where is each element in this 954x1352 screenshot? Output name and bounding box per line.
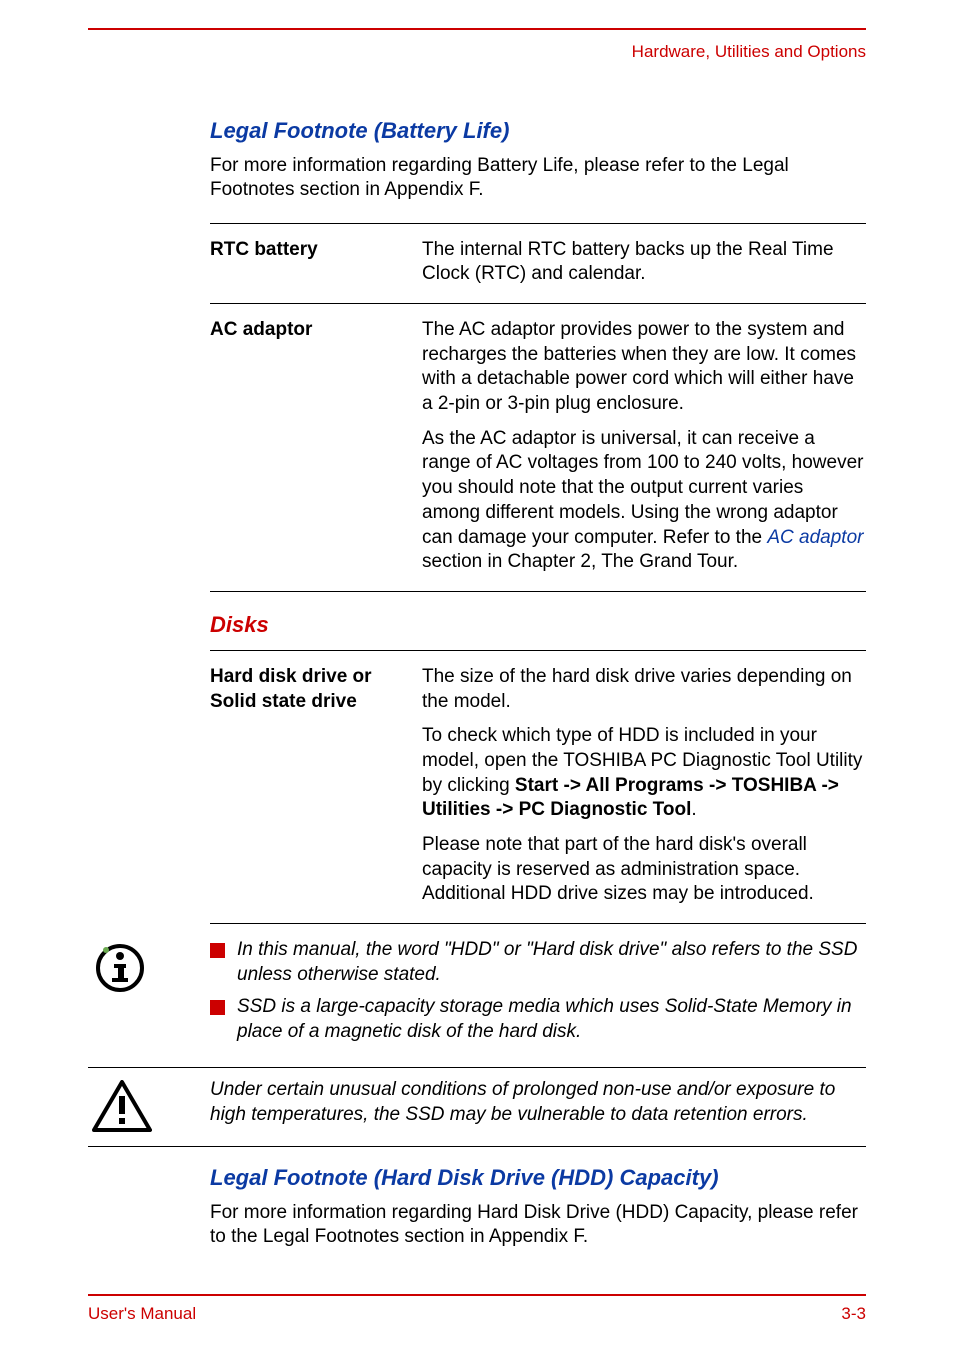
ac-adaptor-para2: As the AC adaptor is universal, it can r…	[422, 427, 866, 575]
warning-text: Under certain unusual conditions of prol…	[210, 1078, 866, 1127]
ac-adaptor-para1: The AC adaptor provides power to the sys…	[422, 318, 866, 417]
row-label-ac-adaptor: AC adaptor	[210, 304, 422, 592]
specs-table-disks: Hard disk drive or Solid state drive The…	[210, 650, 866, 924]
warning-icon	[92, 1080, 152, 1132]
bullet-square-icon	[210, 943, 225, 958]
specs-table-power: RTC battery The internal RTC battery bac…	[210, 223, 866, 592]
info-bullet-1: In this manual, the word "HDD" or "Hard …	[210, 938, 866, 987]
heading-legal-footnote-battery: Legal Footnote (Battery Life)	[210, 118, 866, 144]
link-ac-adaptor[interactable]: AC adaptor	[767, 527, 863, 548]
row-text-ac-adaptor: The AC adaptor provides power to the sys…	[422, 304, 866, 592]
info-note-block: In this manual, the word "HDD" or "Hard …	[88, 938, 866, 1068]
bullet-square-icon	[210, 1000, 225, 1015]
footer-rule	[88, 1294, 866, 1296]
page-footer: User's Manual 3-3	[88, 1294, 866, 1324]
heading-disks: Disks	[210, 612, 866, 638]
hdd-para3: Please note that part of the hard disk's…	[422, 833, 866, 907]
footer-left: User's Manual	[88, 1304, 196, 1324]
warning-note-block: Under certain unusual conditions of prol…	[88, 1078, 866, 1147]
hdd-para2: To check which type of HDD is included i…	[422, 724, 866, 823]
info-bullet-2: SSD is a large-capacity storage media wh…	[210, 995, 866, 1044]
info-icon	[92, 940, 148, 996]
row-label-rtc-battery: RTC battery	[210, 223, 422, 303]
header-section-title: Hardware, Utilities and Options	[632, 42, 866, 62]
heading-legal-footnote-hdd: Legal Footnote (Hard Disk Drive (HDD) Ca…	[210, 1165, 866, 1191]
para-hdd-capacity: For more information regarding Hard Disk…	[210, 1201, 866, 1250]
row-label-hdd-ssd: Hard disk drive or Solid state drive	[210, 650, 422, 923]
header-rule	[88, 28, 866, 30]
hdd-para1: The size of the hard disk drive varies d…	[422, 665, 866, 714]
footer-page-number: 3-3	[841, 1304, 866, 1324]
row-text-rtc-battery: The internal RTC battery backs up the Re…	[422, 223, 866, 303]
para-battery-life: For more information regarding Battery L…	[210, 154, 866, 203]
row-text-hdd-ssd: The size of the hard disk drive varies d…	[422, 650, 866, 923]
